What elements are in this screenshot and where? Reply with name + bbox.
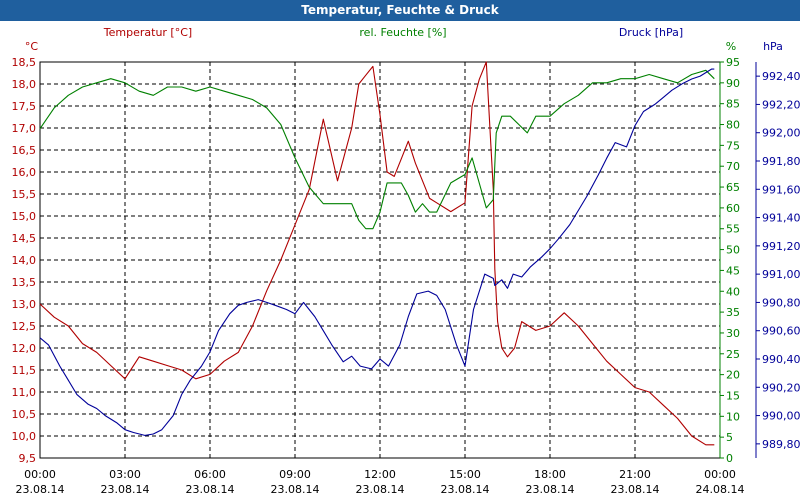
temperature-tick-label: 17,0	[12, 122, 37, 135]
humidity-tick-label: 45	[726, 264, 740, 277]
temperature-tick-label: 16,5	[12, 144, 37, 157]
humidity-tick-label: 20	[726, 369, 740, 382]
temperature-tick-label: 14,5	[12, 232, 37, 245]
date-tick-label: 23.08.14	[526, 483, 575, 496]
humidity-tick-label: 75	[726, 139, 740, 152]
pressure-tick-label: 991,20	[762, 240, 800, 253]
pressure-tick-label: 990,20	[762, 381, 800, 394]
humidity-axis-title: rel. Feuchte [%]	[359, 26, 446, 39]
humidity-tick-label: 60	[726, 202, 740, 215]
temperature-tick-label: 11,5	[12, 364, 37, 377]
humidity-series-line	[39, 69, 715, 230]
time-axis: 00:00 23.08.14 03:00 23.08.14 06:00 23.08.14 0…	[16, 468, 745, 496]
temperature-tick-label: 15,0	[12, 210, 37, 223]
temperature-tick-label: 17,5	[12, 100, 37, 113]
temperature-tick-label: 18,0	[12, 78, 37, 91]
humidity-tick-label: 80	[726, 119, 740, 132]
date-tick-label: 24.08.14	[696, 483, 745, 496]
time-tick-label: 00:00	[24, 468, 56, 481]
date-tick-label: 23.08.14	[441, 483, 490, 496]
pressure-tick-label: 990,40	[762, 353, 800, 366]
pressure-axis: 989,80 990,00 990,20 990,40 990,60 990,80 991,…	[755, 62, 800, 458]
temperature-axis: 9,5 10,0 10,5 11,0 11,5 12,0 12,5 13,0 13,5 14,0 1…	[12, 56, 37, 465]
pressure-tick-label: 989,80	[762, 438, 800, 451]
humidity-tick-label: 30	[726, 327, 740, 340]
humidity-tick-label: 10	[726, 410, 740, 423]
pressure-tick-label: 992,00	[762, 127, 800, 140]
date-tick-label: 23.08.14	[16, 483, 65, 496]
pressure-tick-label: 990,80	[762, 296, 800, 309]
humidity-tick-label: 50	[726, 244, 740, 257]
humidity-tick-label: 85	[726, 98, 740, 111]
temperature-tick-label: 16,0	[12, 166, 37, 179]
date-tick-label: 23.08.14	[271, 483, 320, 496]
date-tick-label: 23.08.14	[611, 483, 660, 496]
time-tick-label: 18:00	[534, 468, 566, 481]
temperature-tick-label: 12,0	[12, 342, 37, 355]
date-tick-label: 23.08.14	[356, 483, 405, 496]
temperature-tick-label: 10,0	[12, 430, 37, 443]
temperature-tick-label: 13,5	[12, 276, 37, 289]
time-tick-label: 06:00	[194, 468, 226, 481]
pressure-axis-title: Druck [hPa]	[619, 26, 683, 39]
humidity-tick-label: 90	[726, 77, 740, 90]
humidity-tick-label: 35	[726, 306, 740, 319]
temperature-tick-label: 13,0	[12, 298, 37, 311]
date-tick-label: 23.08.14	[101, 483, 150, 496]
temperature-tick-label: 10,5	[12, 408, 37, 421]
humidity-tick-label: 15	[726, 389, 740, 402]
temperature-tick-label: 15,5	[12, 188, 37, 201]
grid-lines	[40, 62, 720, 458]
temperature-tick-label: 12,5	[12, 320, 37, 333]
temperature-tick-label: 14,0	[12, 254, 37, 267]
humidity-axis: 0 5 10 15 20 25 30 35 40 45 50 55 60 65 70 75 80 85 90 95	[719, 56, 740, 465]
temperature-tick-label: 18,5	[12, 56, 37, 69]
humidity-tick-label: 5	[726, 431, 733, 444]
humidity-tick-label: 65	[726, 181, 740, 194]
date-tick-label: 23.08.14	[186, 483, 235, 496]
pressure-tick-label: 991,00	[762, 268, 800, 281]
pressure-tick-label: 990,00	[762, 410, 800, 423]
axis-labels: °C Temperatur [°C] rel. Feuchte [%] Druck […	[25, 26, 783, 53]
humidity-tick-label: 70	[726, 160, 740, 173]
pressure-tick-label: 992,40	[762, 70, 800, 83]
pressure-tick-label: 991,60	[762, 183, 800, 196]
temperature-tick-label: 9,5	[19, 452, 37, 465]
chart-title: Temperatur, Feuchte & Druck	[0, 0, 800, 21]
time-tick-label: 15:00	[449, 468, 481, 481]
time-tick-label: 21:00	[619, 468, 651, 481]
humidity-tick-label: 25	[726, 348, 740, 361]
time-tick-label: 00:00	[704, 468, 736, 481]
pressure-tick-label: 990,60	[762, 325, 800, 338]
series-lines	[39, 61, 715, 446]
temperature-axis-title: Temperatur [°C]	[103, 26, 192, 39]
pressure-tick-label: 991,40	[762, 212, 800, 225]
time-tick-label: 12:00	[364, 468, 396, 481]
time-tick-label: 03:00	[109, 468, 141, 481]
humidity-tick-label: 40	[726, 285, 740, 298]
humidity-unit-label: %	[726, 40, 736, 53]
time-tick-label: 09:00	[279, 468, 311, 481]
chart-area: 9,5 10,0 10,5 11,0 11,5 12,0 12,5 13,0 13,5 14,0 1…	[12, 26, 800, 496]
temperature-series-line	[39, 61, 715, 446]
temperature-tick-label: 11,0	[12, 386, 37, 399]
pressure-series-line	[39, 68, 715, 436]
pressure-tick-label: 992,20	[762, 98, 800, 111]
temperature-unit-label: °C	[25, 40, 39, 53]
humidity-tick-label: 55	[726, 223, 740, 236]
humidity-tick-label: 0	[726, 452, 733, 465]
pressure-unit-label: hPa	[763, 40, 783, 53]
humidity-tick-label: 95	[726, 56, 740, 69]
pressure-tick-label: 991,80	[762, 155, 800, 168]
